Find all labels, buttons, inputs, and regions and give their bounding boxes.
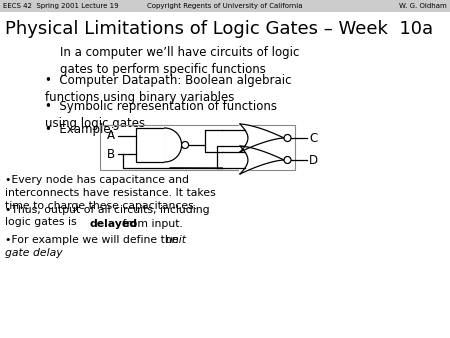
Text: •For example we will define the: •For example we will define the <box>5 235 182 245</box>
Text: delayed: delayed <box>89 219 137 229</box>
Circle shape <box>284 156 291 164</box>
Text: •  Computer Datapath: Boolean algebraic
functions using binary variables: • Computer Datapath: Boolean algebraic f… <box>45 74 292 104</box>
Polygon shape <box>240 146 284 174</box>
Text: from input.: from input. <box>119 219 183 229</box>
Text: EECS 42  Spring 2001 Lecture 19: EECS 42 Spring 2001 Lecture 19 <box>3 3 119 9</box>
Text: •  Symbolic representation of functions
using logic gates: • Symbolic representation of functions u… <box>45 100 277 130</box>
Circle shape <box>182 142 189 148</box>
Text: •Thus, output of all circuits, including
logic gates is: •Thus, output of all circuits, including… <box>5 205 210 226</box>
Text: D: D <box>309 153 318 167</box>
Text: A: A <box>107 129 115 142</box>
Polygon shape <box>240 124 284 152</box>
Text: W. G. Oldham: W. G. Oldham <box>399 3 447 9</box>
Bar <box>0 0 450 12</box>
Text: unit: unit <box>165 235 186 245</box>
Text: Physical Limitations of Logic Gates – Week  10a: Physical Limitations of Logic Gates – We… <box>5 20 433 38</box>
Polygon shape <box>165 128 182 162</box>
Text: •  Example:: • Example: <box>45 123 115 136</box>
Text: In a computer we’ll have circuits of logic
gates to perform specific functions: In a computer we’ll have circuits of log… <box>60 46 299 76</box>
Text: gate delay: gate delay <box>5 248 63 258</box>
Text: B: B <box>107 148 115 161</box>
Text: C: C <box>309 131 317 145</box>
Bar <box>100 125 295 170</box>
Text: •Every node has capacitance and
interconnects have resistance. It takes
time to : •Every node has capacitance and intercon… <box>5 175 216 211</box>
Bar <box>136 128 165 162</box>
Text: Copyright Regents of University of California: Copyright Regents of University of Calif… <box>147 3 303 9</box>
Circle shape <box>284 135 291 142</box>
